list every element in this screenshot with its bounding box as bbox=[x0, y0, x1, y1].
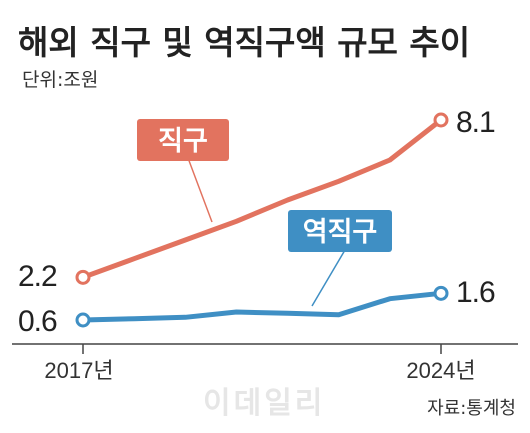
source-label: 자료:통계청 bbox=[427, 398, 516, 419]
series-0-leader-line bbox=[187, 157, 213, 223]
series-1-leader-line bbox=[311, 249, 346, 307]
series-tag-yeokjikgu-box bbox=[288, 210, 392, 252]
series-line-jikgu bbox=[80, 117, 444, 280]
series-0-end-label: 8.1 bbox=[456, 106, 495, 139]
series-tag-jikgu: 직구 bbox=[137, 119, 229, 161]
series-0-start-marker bbox=[75, 269, 91, 285]
series-1-start-marker bbox=[75, 312, 91, 328]
x-tick-label-2024: 2024년 bbox=[406, 358, 475, 383]
unit-label: 단위:조원 bbox=[22, 69, 98, 91]
series-tag-yeokjikgu: 역직구 bbox=[288, 210, 392, 252]
watermark: 이데일리 bbox=[203, 386, 325, 421]
series-0-start-label: 2.2 bbox=[18, 260, 57, 293]
series-0-end-marker bbox=[433, 112, 449, 128]
series-1-start-label: 0.6 bbox=[18, 305, 57, 338]
series-tag-jikgu-box bbox=[137, 119, 229, 161]
series-line-yeokjikgu bbox=[80, 290, 444, 323]
x-tick-label-2017: 2017년 bbox=[44, 358, 113, 383]
series-1-end-label: 1.6 bbox=[456, 276, 495, 309]
series-tag-jikgu-text: 직구 bbox=[158, 126, 208, 157]
series-tag-yeokjikgu-text: 역직구 bbox=[303, 217, 378, 248]
series-1-end-marker bbox=[433, 285, 449, 301]
chart-title: 해외 직구 및 역직구액 규모 추이 bbox=[18, 23, 470, 62]
